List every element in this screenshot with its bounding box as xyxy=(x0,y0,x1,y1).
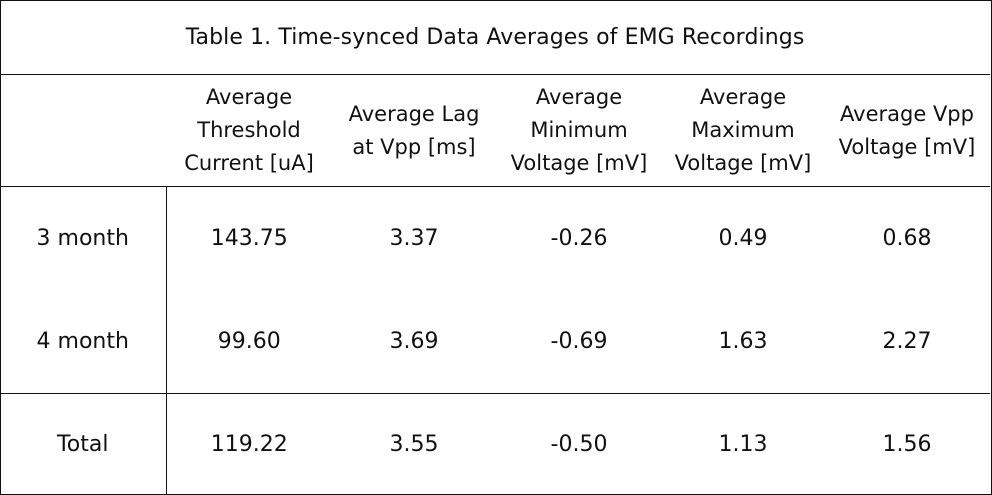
header-line: Threshold xyxy=(197,118,301,142)
header-line: Average Vpp xyxy=(840,101,974,126)
header-vpp-voltage: Average Vpp Voltage [mV] xyxy=(824,75,990,187)
cell-vpp-voltage: 2.27 xyxy=(824,290,990,394)
cell-vpp-voltage: 1.56 xyxy=(882,432,932,457)
header-maximum-voltage: Average Maximum Voltage [mV] xyxy=(662,75,824,187)
header-line: Maximum xyxy=(691,118,795,142)
cell-minimum-voltage: -0.69 xyxy=(496,290,662,394)
header-corner-cell xyxy=(0,75,166,187)
cell-minimum-voltage: -0.26 xyxy=(550,226,608,251)
cell-maximum-voltage: 1.63 xyxy=(662,290,824,394)
header-threshold-current: Average Threshold Current [uA] xyxy=(166,75,332,187)
header-line: Average xyxy=(535,85,623,109)
cell-lag-at-vpp: 3.55 xyxy=(389,432,439,457)
row-label: 4 month xyxy=(0,290,167,394)
header-line: Voltage [mV] xyxy=(674,151,812,175)
cell-minimum-voltage: -0.50 xyxy=(550,432,608,457)
cell-threshold-current: 99.60 xyxy=(166,290,332,394)
header-line: Average xyxy=(699,85,787,109)
cell-threshold-current: 119.22 xyxy=(210,432,288,457)
header-line: at Vpp [ms] xyxy=(352,134,476,159)
header-line: Current [uA] xyxy=(184,151,314,175)
header-lag-at-vpp: Average Lag at Vpp [ms] xyxy=(332,75,496,187)
cell-vpp-voltage: 0.68 xyxy=(882,226,932,251)
row-label: 3 month xyxy=(0,186,167,290)
data-table: Average Threshold Current [uA] Average L… xyxy=(0,75,990,495)
table-caption: Table 1. Time-synced Data Averages of EM… xyxy=(0,0,990,75)
cell-maximum-voltage: 0.49 xyxy=(718,226,768,251)
header-minimum-voltage: Average Minimum Voltage [mV] xyxy=(496,75,662,187)
cell-lag-at-vpp: 3.37 xyxy=(389,226,439,251)
header-line: Minimum xyxy=(530,118,628,142)
table-row-4-month: 4 month 99.60 3.69 -0.69 1.63 2.27 xyxy=(0,290,990,394)
cell-lag-at-vpp: 3.69 xyxy=(332,290,496,394)
row-label: Total xyxy=(0,393,167,495)
table-row-total: Total 119.22 3.55 -0.50 1.13 1.56 xyxy=(0,393,990,495)
header-line: Voltage [mV] xyxy=(510,151,648,175)
header-line: Voltage [mV] xyxy=(838,134,976,159)
cell-maximum-voltage: 1.13 xyxy=(718,432,768,457)
table-row-3-month: 3 month 143.75 3.37 -0.26 0.49 0.68 xyxy=(0,186,990,290)
header-line: Average Lag xyxy=(348,101,480,126)
cell-threshold-current: 143.75 xyxy=(210,226,288,251)
header-line: Average xyxy=(205,85,293,109)
header-row: Average Threshold Current [uA] Average L… xyxy=(0,75,990,187)
